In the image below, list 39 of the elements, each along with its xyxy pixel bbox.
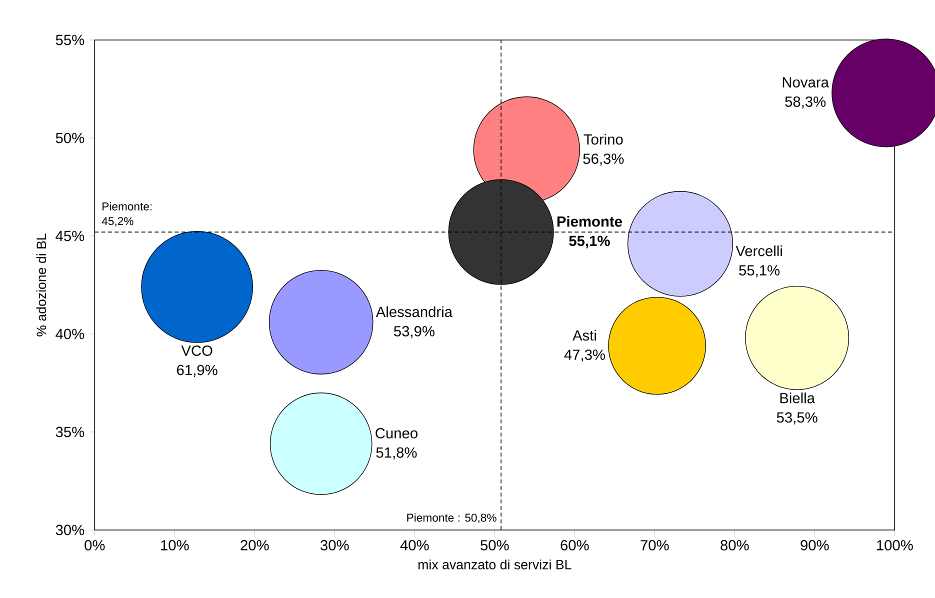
data-label: 53,5% <box>776 412 818 424</box>
x-tick-label: 70% <box>640 540 669 550</box>
y-tick-label: 30% <box>56 524 84 536</box>
data-label: 51,8% <box>376 447 417 460</box>
ref-line-label: Piemonte: 45,2% <box>102 202 152 226</box>
legend-label: Vercelli <box>736 245 782 256</box>
y-tick-label: 55% <box>56 34 84 46</box>
data-label: 55,1% <box>569 236 610 248</box>
x-tick-label: 100% <box>877 540 913 550</box>
x-tick-label: 80% <box>720 540 749 550</box>
y-tick-label: 50% <box>56 132 84 144</box>
y-tick-label: 35% <box>56 426 84 438</box>
x-tick-label: 90% <box>800 540 829 550</box>
data-label: 53,9% <box>394 326 434 338</box>
x-tick-label: 30% <box>320 540 349 550</box>
data-label: 58,3% <box>785 96 826 109</box>
data-label: 55,1% <box>739 265 780 278</box>
data-label: 61,9% <box>177 364 218 377</box>
x-tick-label: 50% <box>480 540 509 550</box>
series-label: Piemonte <box>557 216 622 227</box>
y-tick-label: 45% <box>56 230 84 242</box>
series-label: Asti <box>572 330 596 341</box>
series-label: Novara <box>782 77 829 88</box>
y-axis-title: % adozione di BL <box>36 234 46 336</box>
series-label: VCO <box>181 346 212 356</box>
series-label: Cuneo <box>376 428 418 438</box>
x-axis-title: mix avanzato di servizi BL <box>418 560 572 570</box>
x-tick-label: 0% <box>84 540 105 550</box>
data-label: 56,3% <box>583 154 624 166</box>
y-tick-label: 40% <box>56 328 84 340</box>
x-tick-label: 40% <box>400 540 429 550</box>
x-tick-label: 60% <box>560 540 589 550</box>
x-tick-label: 20% <box>240 540 269 550</box>
ref-line-label: Piemonte : 50,8% <box>407 513 496 524</box>
series-label: Torino <box>584 134 623 145</box>
series-label: Biella <box>780 392 815 404</box>
series-label: Alessandria <box>376 306 453 318</box>
data-label: 47,3% <box>564 350 605 362</box>
x-tick-label: 10% <box>161 540 189 550</box>
